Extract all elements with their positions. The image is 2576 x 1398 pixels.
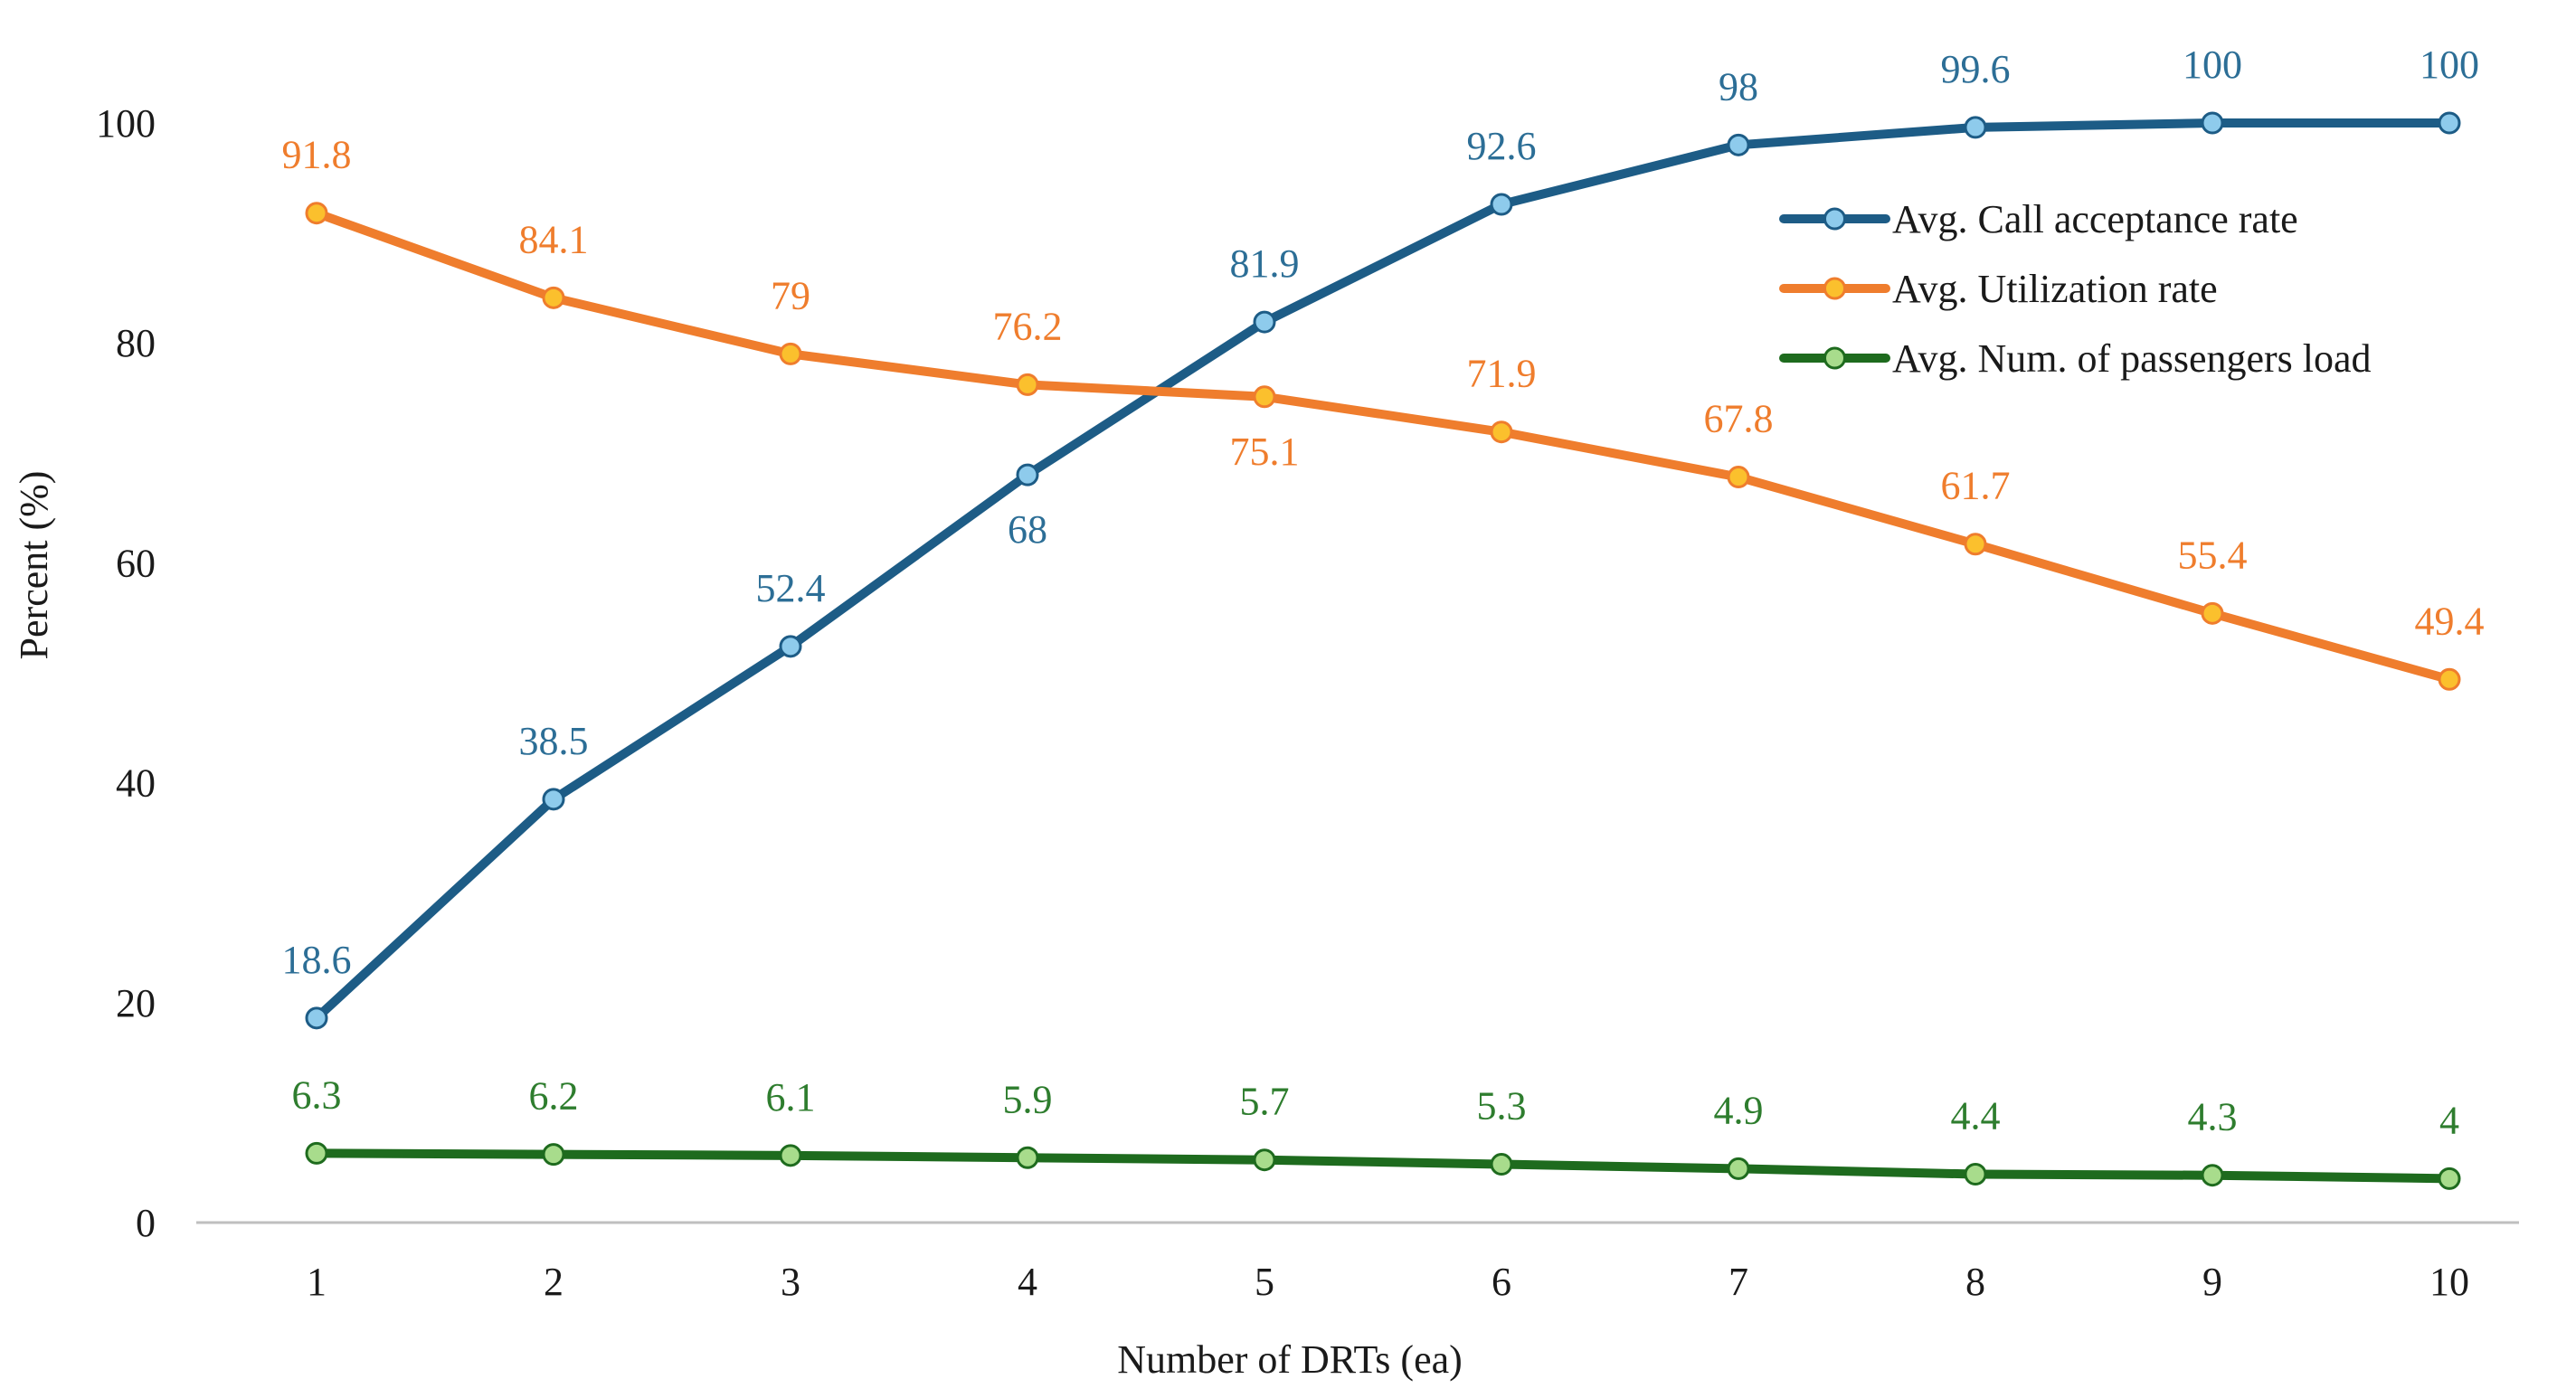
- data-label: 75.1: [1230, 430, 1300, 474]
- data-point-marker: [2201, 1164, 2224, 1187]
- data-label: 6.1: [766, 1075, 816, 1119]
- data-label: 4.9: [1714, 1088, 1764, 1132]
- data-point-marker: [1727, 1157, 1750, 1180]
- y-tick-label: 40: [116, 761, 156, 806]
- legend-label: Avg. Call acceptance rate: [1892, 197, 2298, 241]
- data-point-marker: [779, 635, 802, 658]
- y-tick-label: 100: [96, 101, 156, 146]
- series-line: [312, 1148, 2454, 1184]
- data-label: 76.2: [993, 304, 1063, 348]
- data-label: 68: [1008, 507, 1047, 552]
- data-label: 55.4: [2178, 533, 2248, 577]
- data-point-marker: [2438, 667, 2461, 691]
- data-label: 79: [771, 273, 810, 317]
- data-point-marker: [542, 1143, 565, 1167]
- data-point-marker: [2438, 1167, 2461, 1190]
- x-tick-labels: 1 2 3 4 5 6 7 8 9 10: [307, 1260, 2469, 1304]
- y-tick-label: 80: [116, 321, 156, 365]
- x-tick-label: 10: [2429, 1260, 2469, 1304]
- legend-marker-swatch: [1823, 277, 1846, 300]
- legend-label: Avg. Utilization rate: [1892, 267, 2218, 311]
- series-1: 18.6 38.5 52.4 68 81.9 92.6 98 99.6 100 100: [282, 43, 2479, 1030]
- data-point-marker: [779, 1144, 802, 1167]
- data-label: 4.4: [1951, 1093, 2001, 1138]
- data-point-marker: [1253, 1148, 1276, 1172]
- data-point-marker: [1727, 466, 1750, 489]
- data-point-marker: [1727, 133, 1750, 156]
- data-point-marker: [779, 342, 802, 365]
- data-label: 38.5: [519, 719, 589, 763]
- series-2: 91.8 84.1 79 76.2 75.1 71.9 67.8 61.7 55.4 49.4: [282, 133, 2485, 691]
- x-axis-title: Number of DRTs (ea): [1117, 1337, 1463, 1382]
- x-tick-label: 2: [544, 1260, 564, 1304]
- data-point-marker: [1964, 116, 1987, 139]
- series-3: 6.3 6.2 6.1 5.9 5.7 5.3 4.9 4.4 4.3 4: [292, 1072, 2461, 1190]
- data-point-marker: [542, 788, 565, 811]
- data-label: 84.1: [519, 217, 589, 261]
- data-label: 92.6: [1467, 124, 1537, 168]
- x-tick-label: 6: [1492, 1260, 1511, 1304]
- data-label: 5.3: [1477, 1084, 1527, 1129]
- data-label: 5.7: [1240, 1080, 1290, 1124]
- x-tick-label: 9: [2202, 1260, 2222, 1304]
- legend-item: Avg. Num. of passengers load: [1779, 336, 2372, 381]
- data-label: 71.9: [1467, 352, 1537, 396]
- data-label: 61.7: [1941, 464, 2011, 508]
- y-tick-label: 20: [116, 981, 156, 1025]
- legend-marker-swatch: [1823, 207, 1846, 231]
- data-point-marker: [1964, 533, 1987, 556]
- series-layer: 18.6 38.5 52.4 68 81.9 92.6 98 99.6 100 100 91.8 84…: [282, 43, 2485, 1190]
- data-label: 4: [2439, 1098, 2459, 1142]
- x-tick-label: 1: [307, 1260, 327, 1304]
- data-label: 5.9: [1003, 1077, 1053, 1121]
- x-tick-label: 7: [1728, 1260, 1748, 1304]
- data-point-marker: [305, 202, 328, 225]
- data-point-marker: [1253, 385, 1276, 409]
- x-tick-label: 3: [781, 1260, 800, 1304]
- data-point-marker: [1016, 373, 1039, 396]
- x-tick-label: 5: [1255, 1260, 1274, 1304]
- data-label: 99.6: [1941, 47, 2011, 91]
- legend-label: Avg. Num. of passengers load: [1892, 336, 2372, 381]
- data-point-marker: [1490, 420, 1513, 444]
- data-label: 4.3: [2188, 1095, 2238, 1139]
- data-point-marker: [305, 1006, 328, 1030]
- data-point-marker: [542, 286, 565, 309]
- legend-item: Avg. Utilization rate: [1779, 267, 2218, 311]
- data-label: 98: [1719, 64, 1758, 109]
- data-label: 67.8: [1704, 397, 1774, 441]
- legend: Avg. Call acceptance rate Avg. Utilizatio…: [1779, 197, 2372, 381]
- series-line: [312, 208, 2454, 685]
- data-point-marker: [1490, 1153, 1513, 1176]
- y-tick-labels: 0 20 40 60 80 100: [96, 101, 156, 1245]
- data-label: 100: [2420, 43, 2479, 87]
- y-axis-title: Percent (%): [12, 471, 56, 660]
- x-tick-label: 4: [1018, 1260, 1037, 1304]
- data-label: 91.8: [282, 133, 352, 177]
- data-label: 18.6: [282, 938, 352, 982]
- data-label: 52.4: [756, 566, 826, 610]
- data-label: 100: [2183, 43, 2242, 87]
- data-point-marker: [1016, 463, 1039, 486]
- data-point-marker: [1016, 1146, 1039, 1169]
- legend-item: Avg. Call acceptance rate: [1779, 197, 2298, 241]
- x-tick-label: 8: [1965, 1260, 1985, 1304]
- data-label: 49.4: [2415, 599, 2485, 643]
- data-point-marker: [2438, 111, 2461, 135]
- data-point-marker: [1490, 193, 1513, 216]
- legend-marker-swatch: [1823, 346, 1846, 370]
- y-tick-label: 60: [116, 541, 156, 585]
- series-line: [312, 118, 2454, 1023]
- data-point-marker: [1253, 310, 1276, 334]
- data-point-marker: [2201, 601, 2224, 625]
- y-tick-label: 0: [136, 1201, 156, 1245]
- data-point-marker: [305, 1141, 328, 1165]
- data-point-marker: [1964, 1162, 1987, 1185]
- data-label: 6.3: [292, 1072, 342, 1117]
- data-label: 81.9: [1230, 241, 1300, 286]
- data-point-marker: [2201, 111, 2224, 135]
- data-label: 6.2: [529, 1074, 579, 1119]
